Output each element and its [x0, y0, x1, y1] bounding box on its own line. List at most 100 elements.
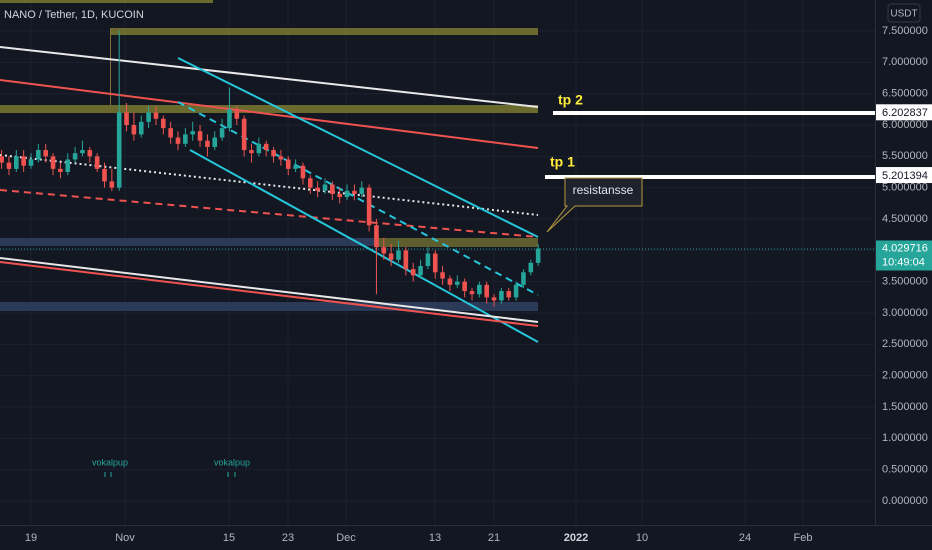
price-label: 6.500000 — [882, 88, 928, 100]
price-tag — [876, 167, 932, 184]
callout-box — [546, 177, 643, 233]
candle-body — [344, 190, 350, 198]
time-label: 2022 — [564, 532, 588, 544]
zone — [377, 238, 538, 247]
candle-body — [21, 156, 26, 166]
trendline — [0, 154, 539, 216]
candle-body — [484, 284, 489, 298]
price-label: 2.500000 — [882, 338, 928, 350]
zone — [0, 0, 213, 3]
candle-body — [161, 118, 166, 129]
price-label: 0.500000 — [882, 464, 928, 476]
channel — [177, 101, 539, 296]
time-label: 10 — [636, 532, 648, 544]
price-label: 7.500000 — [882, 25, 928, 37]
candle-body — [175, 137, 181, 144]
time-label: 21 — [488, 532, 500, 544]
candle-body — [455, 281, 460, 285]
candle-body — [116, 112, 122, 188]
time-label: 15 — [223, 532, 235, 544]
candle-body — [315, 187, 320, 191]
candle-body — [418, 266, 423, 276]
candle-body — [352, 190, 357, 194]
time-label: Feb — [794, 532, 813, 544]
tp2-label: tp 2 — [558, 92, 583, 108]
price-label: 6.000000 — [882, 119, 928, 131]
candle-body — [227, 109, 232, 129]
candle-body — [190, 131, 195, 135]
last-price-label: 4.029716 — [882, 242, 928, 254]
candle-body — [308, 178, 313, 188]
candle-body — [212, 137, 218, 147]
channel — [189, 149, 539, 343]
time-label: Nov — [115, 532, 135, 544]
candle-body — [197, 131, 203, 141]
price-label: 1.000000 — [882, 432, 928, 444]
candle-body — [447, 278, 453, 285]
time-label: Dec — [336, 532, 356, 544]
trendline — [0, 257, 539, 323]
trendline — [0, 46, 539, 108]
candle-body — [469, 291, 475, 295]
candle-body — [477, 284, 482, 295]
candle-body — [234, 109, 240, 119]
candle-body — [499, 291, 504, 301]
candle-body — [293, 165, 298, 169]
price-tag — [876, 104, 932, 121]
candle-body — [72, 153, 78, 160]
candle-body — [146, 112, 151, 122]
currency[interactable]: USDT — [890, 9, 917, 20]
zone — [0, 238, 538, 246]
candle-body — [388, 253, 394, 260]
tp1-label: tp 1 — [550, 154, 575, 170]
candle-body — [50, 156, 56, 169]
countdown: 10:49:04 — [882, 256, 925, 268]
currency-box[interactable] — [887, 3, 921, 23]
candle-body — [440, 272, 445, 279]
candle-body — [36, 150, 41, 160]
candle-body — [300, 165, 306, 179]
candle-body — [403, 250, 409, 270]
time-label: 19 — [25, 532, 37, 544]
candle-body — [241, 118, 247, 151]
candle-body — [124, 112, 129, 125]
axes: 7.500000 7.000000 6.500000 6.000000 5.500000… — [25, 25, 932, 544]
price-label: 5.500000 — [882, 150, 928, 162]
candle-body — [359, 187, 365, 194]
candle-body — [513, 284, 519, 298]
candle-body — [28, 159, 34, 166]
trendline — [0, 189, 539, 238]
price-tag-label: 5.201394 — [882, 170, 928, 182]
candle-body — [491, 297, 497, 301]
candle-body — [396, 250, 401, 260]
signal-label: vokalpup — [92, 457, 128, 467]
candle-body — [80, 150, 85, 154]
candle-body — [410, 269, 416, 276]
candle-body — [94, 156, 100, 169]
price-label: 4.500000 — [882, 213, 928, 225]
candle-body — [263, 143, 269, 151]
price-label: 0.000000 — [882, 495, 928, 507]
zone — [0, 302, 538, 311]
signal-label: vokalpup — [214, 457, 250, 467]
candle-body — [219, 128, 225, 138]
signal-marks — [104, 472, 236, 477]
candle-body — [462, 281, 467, 292]
candle-body — [0, 156, 4, 163]
candle-body — [153, 112, 159, 119]
price-label: 3.500000 — [882, 276, 928, 288]
candle-body — [65, 159, 71, 172]
candle-body — [168, 128, 173, 138]
candle-body — [183, 134, 188, 144]
candle-body — [374, 225, 379, 248]
candle-body — [256, 143, 262, 154]
candle-body — [58, 168, 63, 172]
candle-body — [322, 184, 328, 191]
time-label: 24 — [739, 532, 751, 544]
symbol-title: NANO / Tether, 1D, KUCOIN — [4, 9, 144, 21]
candle-body — [432, 253, 438, 273]
time-label: 23 — [282, 532, 294, 544]
candle-body — [87, 150, 93, 157]
candle-body — [109, 181, 115, 188]
